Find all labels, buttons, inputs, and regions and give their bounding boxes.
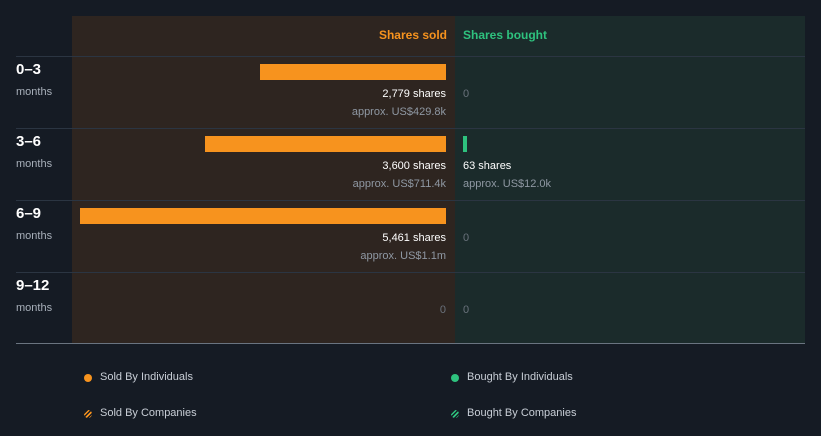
bought-value-label: 63 shares [463, 160, 512, 172]
legend-hatch-icon [451, 410, 459, 418]
legend-hatch-icon [84, 410, 92, 418]
sold-value-label: 3,600 shares [382, 160, 446, 172]
sold-bar[interactable] [259, 64, 446, 80]
period-unit: months [16, 230, 53, 242]
period-unit: months [16, 158, 53, 170]
sold-approx-label: approx. US$429.8k [351, 106, 446, 118]
legend-dot-icon [451, 374, 459, 382]
sold-zero-label: 0 [439, 304, 446, 316]
row-divider [16, 272, 805, 273]
sold-approx-label: approx. US$711.4k [352, 178, 446, 190]
legend-label: Sold By Companies [100, 407, 197, 419]
header-shares-sold: Shares sold [378, 28, 447, 42]
row-divider [16, 56, 805, 57]
period-label: 6–9 [16, 205, 42, 222]
row-divider [16, 128, 805, 129]
period-label: 0–3 [16, 61, 42, 78]
legend-label: Bought By Companies [467, 407, 577, 419]
bought-panel [455, 16, 805, 343]
header-shares-bought: Shares bought [463, 28, 548, 42]
period-label: 3–6 [16, 133, 42, 150]
legend-label: Bought By Individuals [467, 371, 573, 383]
sold-approx-label: approx. US$1.1m [360, 250, 446, 262]
period-unit: months [16, 86, 53, 98]
legend-dot-icon [84, 374, 92, 382]
sold-bar[interactable] [204, 136, 446, 152]
period-unit: months [16, 302, 53, 314]
legend-label: Sold By Individuals [100, 371, 193, 383]
sold-bar[interactable] [80, 208, 446, 224]
row-divider [16, 200, 805, 201]
sold-value-label: 5,461 shares [382, 232, 446, 244]
period-label: 9–12 [16, 277, 50, 294]
bought-approx-label: approx. US$12.0k [463, 178, 552, 190]
sold-value-label: 2,779 shares [382, 88, 446, 100]
bought-zero-label: 0 [463, 88, 470, 100]
bought-zero-label: 0 [463, 304, 470, 316]
chart-baseline [16, 343, 805, 344]
bought-bar[interactable] [463, 136, 467, 152]
bought-zero-label: 0 [463, 232, 470, 244]
